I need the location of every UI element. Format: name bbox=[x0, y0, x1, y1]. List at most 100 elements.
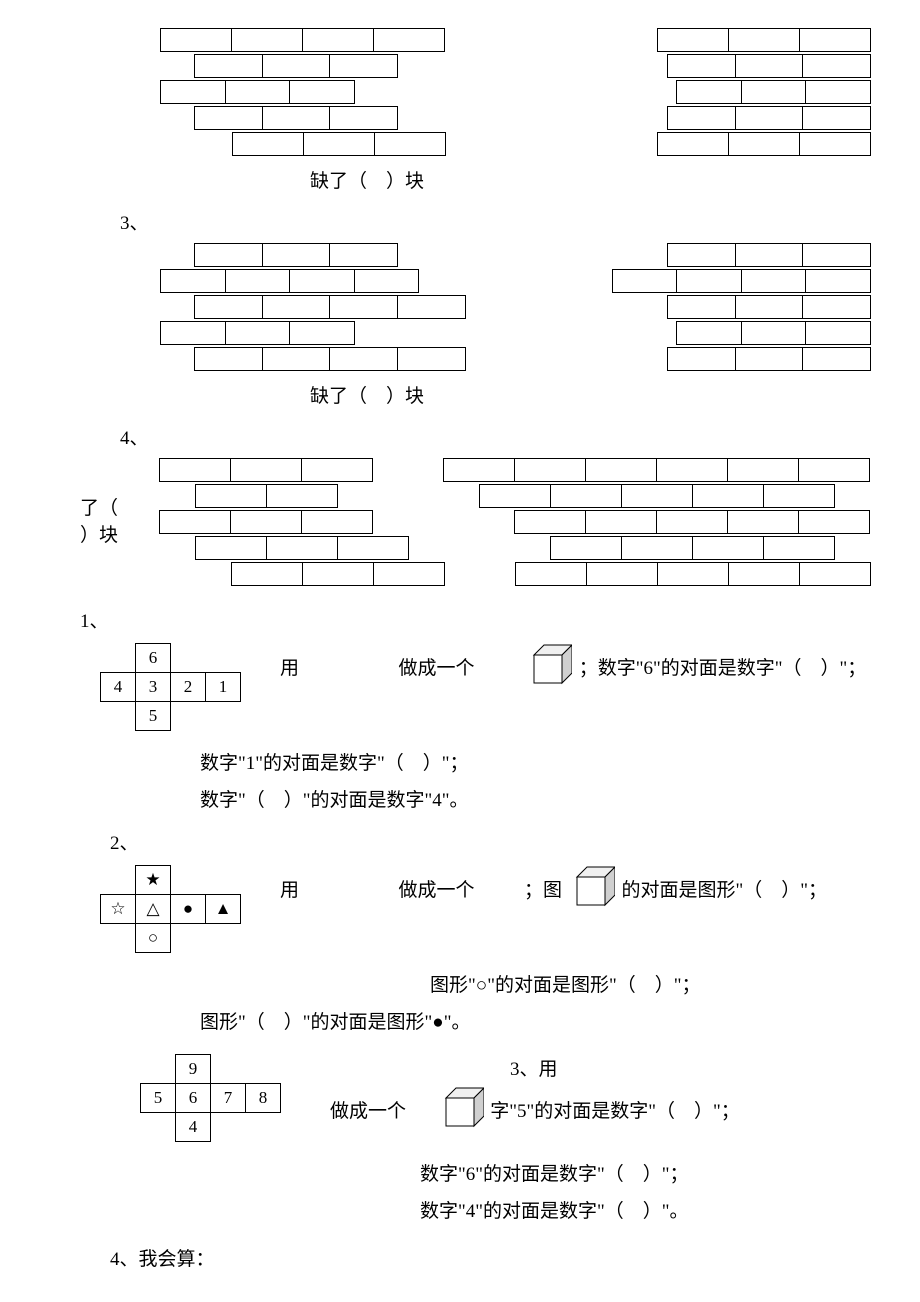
brick bbox=[656, 510, 728, 534]
brick bbox=[667, 54, 736, 78]
net-cell: 6 bbox=[135, 643, 171, 673]
brick bbox=[373, 562, 445, 586]
brick bbox=[418, 269, 483, 293]
brick bbox=[805, 80, 871, 104]
q2-line2: 图形"○"的对面是图形"（ ）"； bbox=[430, 970, 870, 1002]
brick bbox=[408, 536, 480, 560]
brick bbox=[727, 510, 799, 534]
q1-prefix: 1、 bbox=[80, 606, 870, 633]
brick bbox=[532, 243, 601, 267]
brick bbox=[372, 510, 444, 534]
brick bbox=[418, 80, 483, 104]
brick bbox=[657, 28, 729, 52]
brick bbox=[586, 562, 658, 586]
brick bbox=[465, 54, 534, 78]
brick bbox=[195, 484, 267, 508]
cube-icon-1 bbox=[526, 643, 572, 696]
brick bbox=[692, 484, 764, 508]
brick bbox=[289, 80, 355, 104]
brick bbox=[798, 458, 870, 482]
q3-prefix: 3、 bbox=[120, 208, 870, 235]
net-cell: ▲ bbox=[205, 894, 241, 924]
brick bbox=[230, 510, 302, 534]
brick bbox=[354, 321, 419, 345]
brick bbox=[735, 243, 804, 267]
brick bbox=[667, 295, 736, 319]
brick bbox=[444, 28, 516, 52]
brick bbox=[805, 321, 871, 345]
brick bbox=[302, 562, 374, 586]
brick bbox=[802, 347, 871, 371]
brick bbox=[600, 54, 669, 78]
caption-a: 缺了（ ）块 bbox=[310, 166, 870, 193]
net-cell: 9 bbox=[175, 1054, 211, 1084]
brick bbox=[329, 54, 398, 78]
brick bbox=[514, 510, 586, 534]
net-2: ★☆△●▲○ bbox=[100, 865, 250, 960]
brick bbox=[266, 536, 338, 560]
brick bbox=[532, 106, 601, 130]
brick bbox=[301, 510, 373, 534]
brick bbox=[231, 28, 303, 52]
brick bbox=[600, 243, 669, 267]
caption-b: 缺了（ ）块 bbox=[310, 381, 870, 408]
brick bbox=[479, 536, 551, 560]
net-cell: 4 bbox=[175, 1112, 211, 1142]
q1-line1c: ；数字"6"的对面是数字"（ ）"； bbox=[579, 658, 867, 679]
brick bbox=[514, 458, 586, 482]
net-cell: 1 bbox=[205, 672, 241, 702]
brick bbox=[676, 269, 742, 293]
brick bbox=[799, 562, 871, 586]
brick-wall-b bbox=[160, 243, 870, 373]
net-cell: ☆ bbox=[100, 894, 136, 924]
brick bbox=[692, 536, 764, 560]
brick bbox=[585, 510, 657, 534]
brick bbox=[735, 54, 804, 78]
q4-text: 4、我会算： bbox=[110, 1244, 870, 1271]
brick bbox=[397, 243, 466, 267]
cube-icon-2 bbox=[569, 865, 615, 918]
brick bbox=[408, 484, 480, 508]
q1-line1b: 做成一个 bbox=[399, 658, 475, 679]
brick bbox=[586, 132, 658, 156]
brick-wall-a bbox=[160, 28, 870, 158]
brick bbox=[262, 106, 331, 130]
brick bbox=[483, 80, 548, 104]
q3-prefix-text: 3、用 bbox=[330, 1054, 870, 1086]
net-cell: ● bbox=[170, 894, 206, 924]
brick bbox=[728, 132, 800, 156]
q3-line1a: 做成一个 bbox=[330, 1102, 406, 1123]
brick bbox=[802, 295, 871, 319]
brick bbox=[232, 132, 304, 156]
brick bbox=[465, 243, 534, 267]
brick bbox=[159, 458, 231, 482]
brick bbox=[741, 269, 807, 293]
net-cell: 8 bbox=[245, 1083, 281, 1113]
brick bbox=[735, 295, 804, 319]
brick bbox=[799, 28, 871, 52]
brick bbox=[676, 80, 742, 104]
net-cell: 5 bbox=[135, 701, 171, 731]
brick bbox=[483, 321, 548, 345]
brick bbox=[532, 295, 601, 319]
net-cell: △ bbox=[135, 894, 171, 924]
brick bbox=[262, 347, 331, 371]
brick bbox=[728, 562, 800, 586]
brick bbox=[194, 106, 263, 130]
brick bbox=[516, 132, 588, 156]
cube-icon-3 bbox=[438, 1086, 484, 1139]
brick bbox=[160, 28, 232, 52]
brick bbox=[600, 295, 669, 319]
brick bbox=[600, 106, 669, 130]
brick bbox=[667, 243, 736, 267]
brick bbox=[547, 321, 612, 345]
brick bbox=[329, 243, 398, 267]
brick bbox=[194, 347, 263, 371]
brick bbox=[727, 458, 799, 482]
q3-line3: 数字"4"的对面是数字"（ ）"。 bbox=[420, 1196, 870, 1228]
brick bbox=[656, 458, 728, 482]
brick bbox=[444, 562, 516, 586]
brick bbox=[160, 269, 226, 293]
brick bbox=[657, 132, 729, 156]
brick-wall-c bbox=[159, 458, 870, 588]
